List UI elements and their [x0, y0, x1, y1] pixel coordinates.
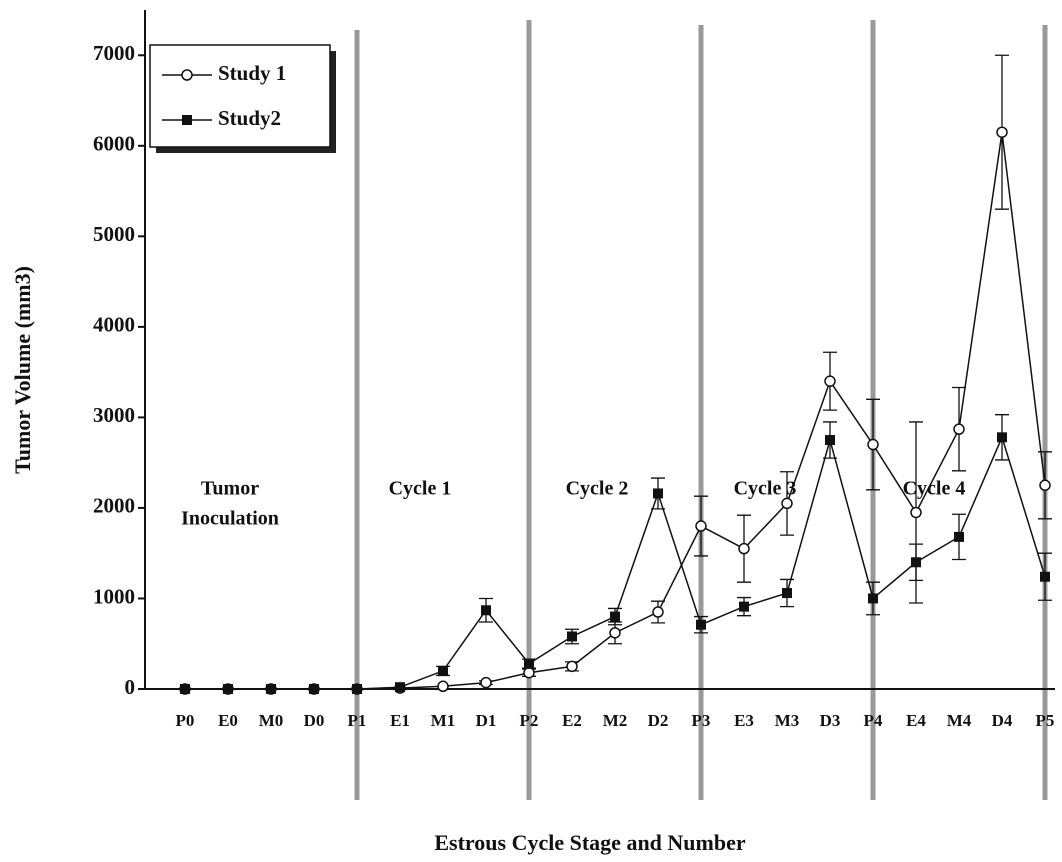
x-tick-label: P4: [864, 711, 883, 730]
point: [652, 606, 664, 618]
point: [996, 126, 1008, 138]
y-tick-label: 6000: [93, 132, 135, 156]
x-tick-label: D0: [304, 711, 325, 730]
point: [910, 506, 922, 519]
x-tick-label: M3: [775, 711, 800, 730]
point: [997, 432, 1007, 443]
point: [695, 520, 707, 532]
point: [437, 680, 449, 693]
point: [911, 557, 921, 568]
point: [954, 531, 964, 542]
point: [180, 684, 190, 694]
point: [696, 619, 706, 630]
point: [1040, 571, 1050, 582]
point: [309, 684, 319, 694]
legend-label: Study2: [218, 106, 281, 130]
point: [781, 497, 793, 510]
y-tick-label: 2000: [93, 494, 135, 518]
y-tick-label: 4000: [93, 313, 135, 337]
x-tick-label: P2: [520, 711, 539, 730]
annotation: Cycle 3: [734, 478, 797, 500]
point: [566, 660, 578, 673]
point: [438, 665, 448, 676]
x-tick-label: P0: [176, 711, 195, 730]
legend-marker: [182, 115, 192, 125]
point: [266, 684, 276, 694]
x-axis-title: Estrous Cycle Stage and Number: [434, 830, 746, 855]
y-axis-title: Tumor Volume (mm3): [10, 266, 35, 474]
point: [480, 676, 492, 689]
point: [824, 375, 836, 387]
point: [352, 684, 362, 694]
series-line: [185, 132, 1046, 690]
annotation: Cycle 1: [389, 478, 452, 500]
x-tick-label: P1: [348, 711, 367, 730]
x-tick-label: M2: [603, 711, 628, 730]
annotation: Cycle 2: [566, 478, 629, 500]
point: [567, 631, 577, 642]
point: [868, 593, 878, 604]
point: [395, 682, 405, 693]
x-tick-label: M4: [947, 711, 972, 730]
point: [953, 423, 965, 435]
y-tick-label: 0: [125, 675, 136, 699]
point: [825, 435, 835, 446]
point: [524, 658, 534, 669]
annotation: Inoculation: [181, 508, 279, 530]
x-tick-label: D1: [476, 711, 497, 730]
point: [738, 542, 750, 555]
point: [223, 684, 233, 694]
x-tick-label: D2: [648, 711, 669, 730]
x-tick-label: M1: [431, 711, 456, 730]
point: [523, 666, 535, 679]
x-tick-label: E0: [218, 711, 238, 730]
point: [739, 601, 749, 612]
point: [1039, 479, 1051, 492]
x-tick-label: D3: [820, 711, 841, 730]
point: [481, 605, 491, 616]
point: [610, 611, 620, 622]
y-tick-label: 1000: [93, 584, 135, 608]
point: [609, 627, 621, 639]
legend-marker: [181, 69, 193, 81]
point: [782, 588, 792, 599]
x-tick-label: M0: [259, 711, 284, 730]
y-tick-label: 5000: [93, 222, 135, 246]
annotation: Cycle 4: [903, 478, 966, 500]
legend: [149, 44, 331, 148]
point: [867, 438, 879, 451]
legend-label: Study 1: [218, 61, 286, 85]
x-tick-label: D4: [992, 711, 1013, 730]
y-tick-label: 7000: [93, 41, 135, 65]
annotation: Tumor: [201, 478, 259, 500]
x-tick-label: E2: [562, 711, 582, 730]
x-tick-label: E1: [390, 711, 410, 730]
point: [653, 488, 663, 499]
x-tick-label: P3: [692, 711, 711, 730]
x-tick-label: P5: [1036, 711, 1055, 730]
x-tick-label: E3: [734, 711, 754, 730]
y-tick-label: 3000: [93, 403, 135, 427]
x-tick-label: E4: [906, 711, 926, 730]
